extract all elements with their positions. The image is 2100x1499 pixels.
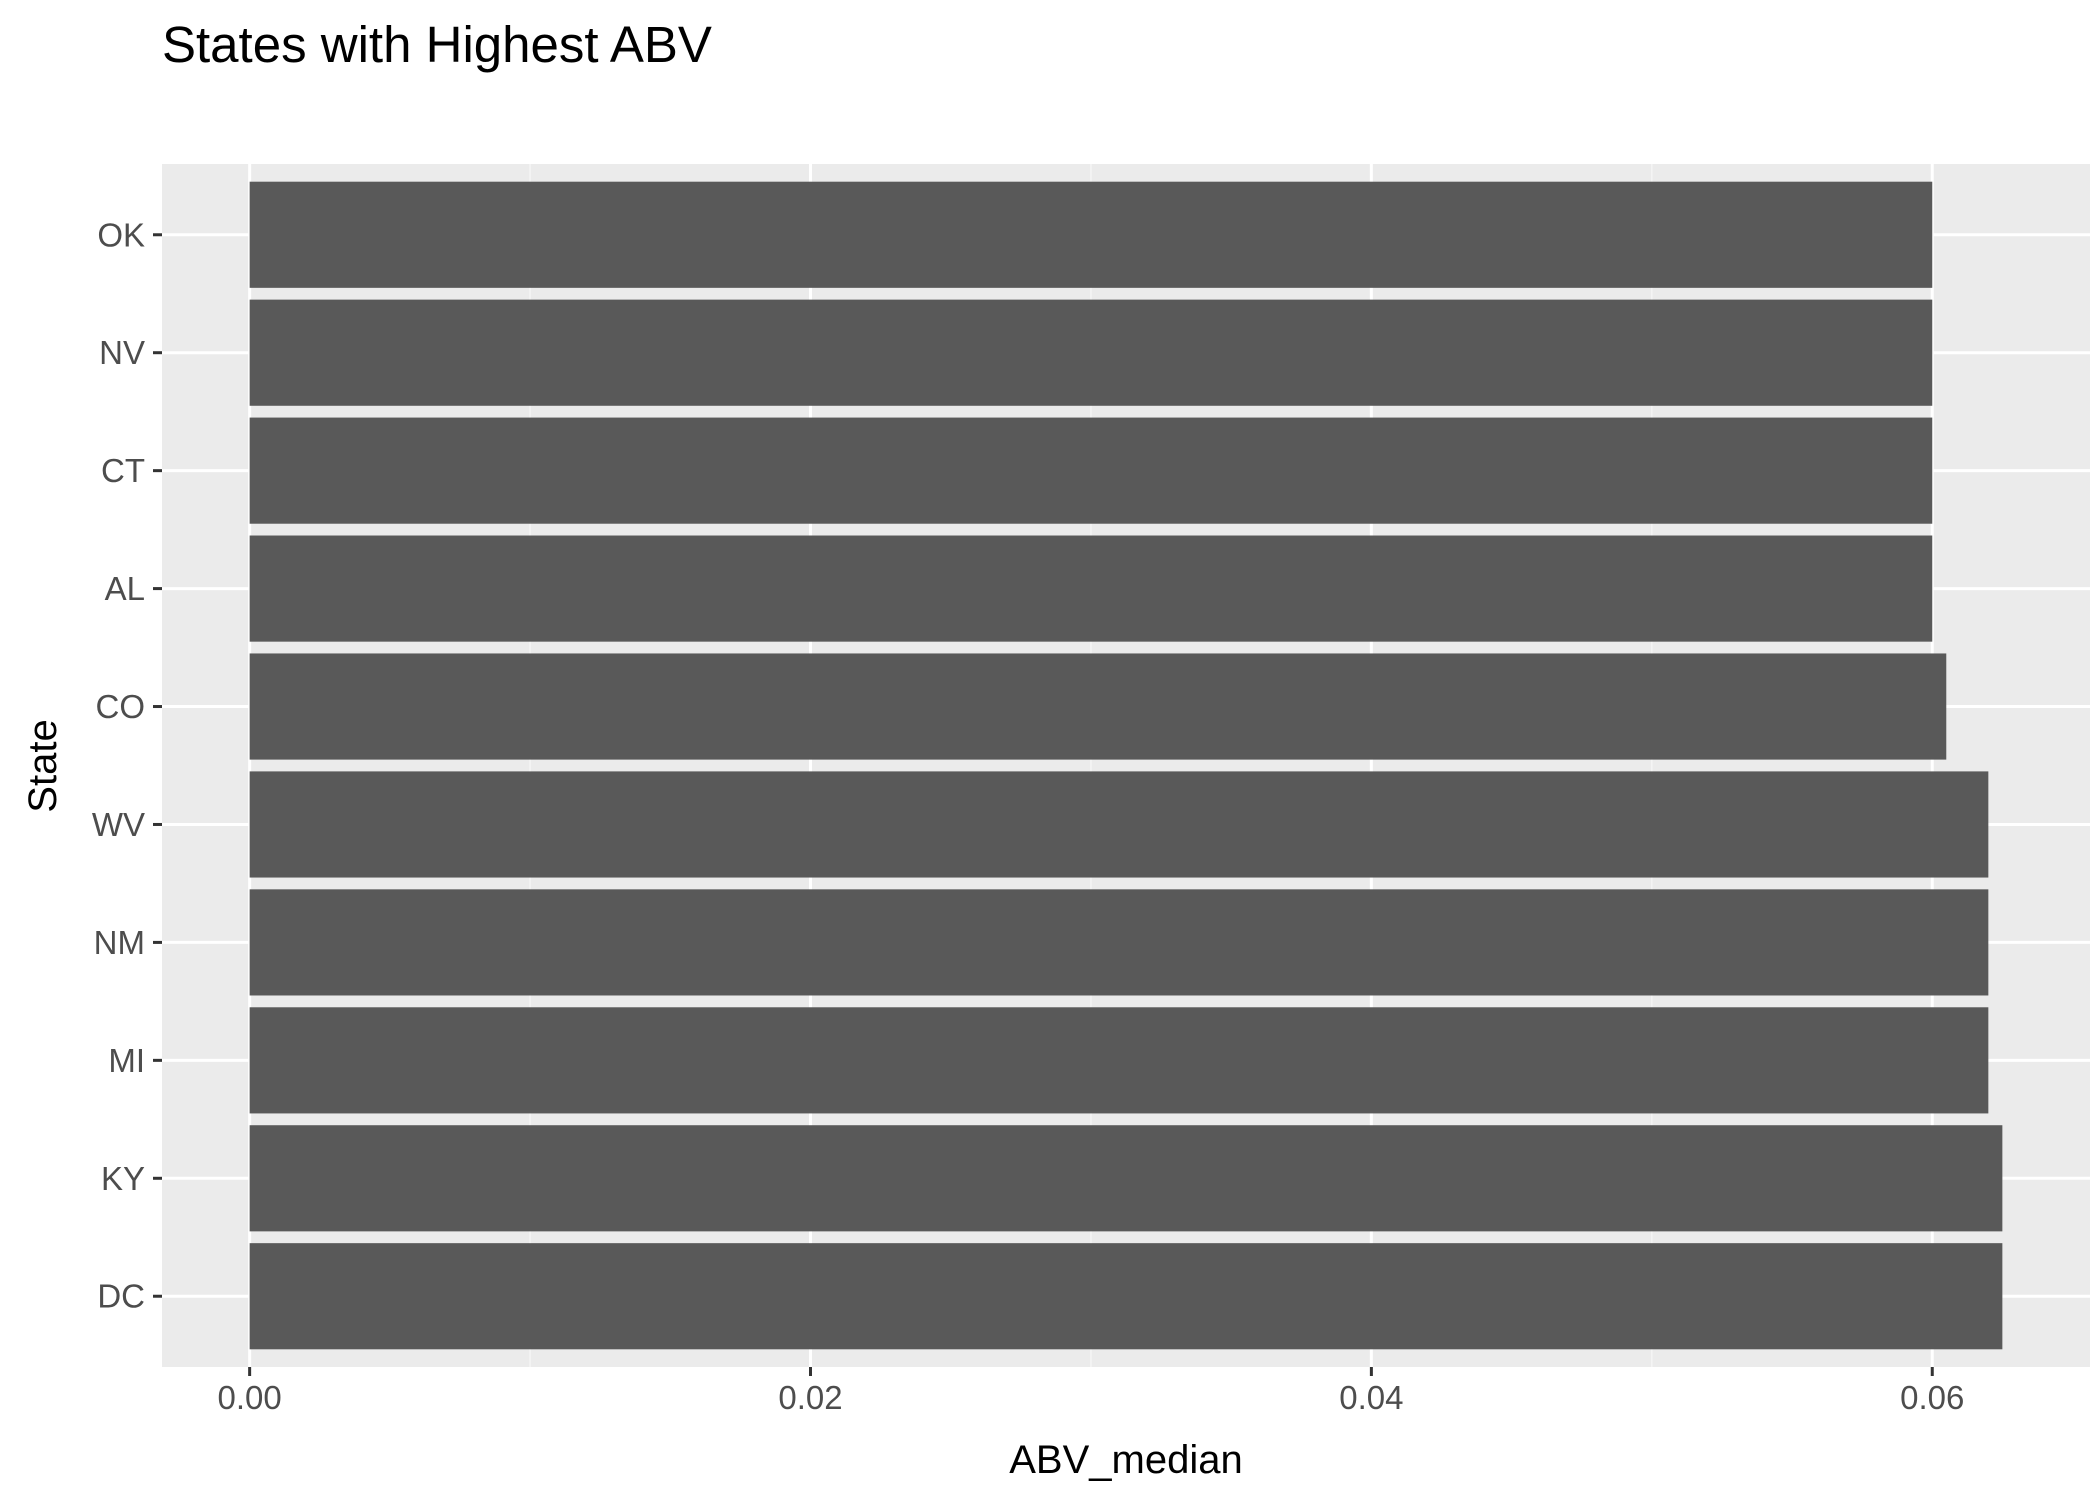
y-axis: OK NV CT AL CO WV NM MI KY DC bbox=[92, 216, 162, 1315]
bar-mi bbox=[249, 1007, 1989, 1114]
x-tick-label: 0.00 bbox=[218, 1379, 282, 1416]
y-tick-label: CT bbox=[101, 452, 145, 489]
y-tick-label: CO bbox=[96, 688, 146, 725]
bar-co bbox=[249, 653, 1947, 760]
y-tick-label: OK bbox=[97, 216, 145, 253]
y-tick-label: NM bbox=[94, 924, 145, 961]
bar-ok bbox=[249, 181, 1933, 288]
y-tick-label: NV bbox=[99, 334, 145, 371]
bar-nm bbox=[249, 889, 1989, 996]
y-tick-label: MI bbox=[108, 1042, 145, 1079]
x-tick-label: 0.02 bbox=[778, 1379, 842, 1416]
y-tick-label: KY bbox=[101, 1160, 145, 1197]
bars-layer bbox=[249, 181, 2003, 1350]
bar-dc bbox=[249, 1243, 2003, 1350]
y-axis-title: State bbox=[21, 719, 65, 812]
x-tick-label: 0.06 bbox=[1900, 1379, 1964, 1416]
bar-nv bbox=[249, 299, 1933, 406]
bar-wv bbox=[249, 771, 1989, 878]
y-tick-label: AL bbox=[105, 570, 145, 607]
x-tick-label: 0.04 bbox=[1339, 1379, 1403, 1416]
x-axis: 0.00 0.02 0.04 0.06 bbox=[218, 1367, 1964, 1416]
chart-title: States with Highest ABV bbox=[162, 16, 712, 73]
bar-ct bbox=[249, 417, 1933, 524]
bar-ky bbox=[249, 1125, 2003, 1232]
y-tick-label: DC bbox=[97, 1278, 145, 1315]
bar-al bbox=[249, 535, 1933, 642]
y-tick-label: WV bbox=[92, 806, 145, 843]
x-axis-title: ABV_median bbox=[1009, 1438, 1242, 1482]
